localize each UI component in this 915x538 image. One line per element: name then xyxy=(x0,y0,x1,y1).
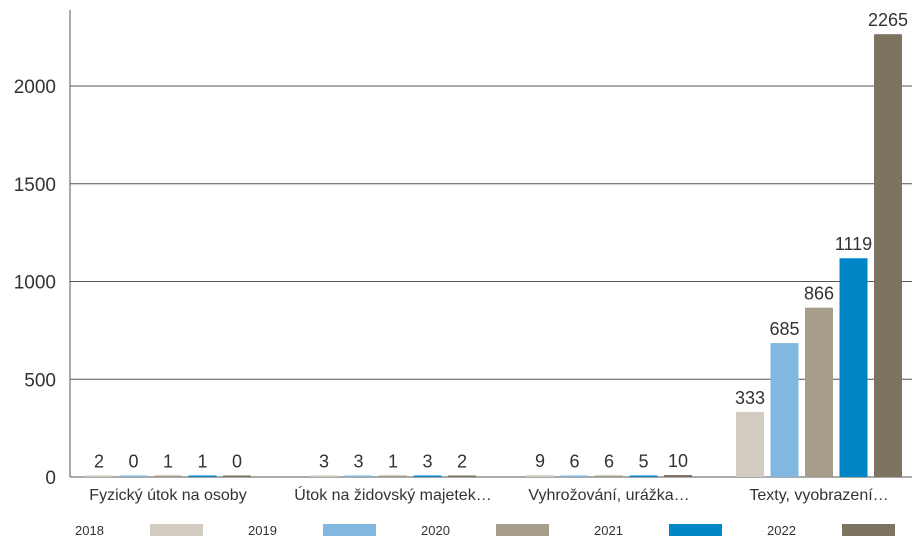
bar-2022-0 xyxy=(223,475,251,477)
legend-swatch xyxy=(150,524,203,536)
data-label: 3 xyxy=(353,452,363,472)
data-label: 9 xyxy=(535,451,545,471)
bar-2021-1 xyxy=(413,475,442,477)
data-labels: 2 3 9 333 0 3 6 685 1 1 6 866 1 3 5 1119 0 2 10 2265 xyxy=(94,10,908,471)
data-label: 6 xyxy=(569,452,579,472)
bar-2020-0 xyxy=(154,475,182,477)
bar-2021-3 xyxy=(839,258,868,477)
bar-2022-1 xyxy=(448,475,476,477)
data-label: 2265 xyxy=(868,10,908,30)
data-label: 1 xyxy=(197,452,207,472)
legend-label: 2021 xyxy=(594,523,623,538)
bar-2020-1 xyxy=(379,475,407,477)
legend-label: 2018 xyxy=(75,523,104,538)
legend-swatch xyxy=(496,524,549,536)
bar-2020-3 xyxy=(805,307,833,477)
data-label: 3 xyxy=(422,452,432,472)
data-label: 685 xyxy=(769,319,799,339)
legend: 2018 2019 2020 2021 2022 xyxy=(75,523,895,538)
legend-swatch xyxy=(323,524,376,536)
y-axis: 0 500 1000 1500 2000 xyxy=(14,77,56,489)
legend-swatch xyxy=(842,524,895,536)
legend-label: 2020 xyxy=(421,523,450,538)
data-label: 866 xyxy=(804,284,834,304)
data-label: 0 xyxy=(232,452,242,472)
bar-2018-0 xyxy=(85,475,113,477)
data-label: 5 xyxy=(638,452,648,472)
y-tick-label: 1500 xyxy=(14,175,56,196)
bar-2020-2 xyxy=(595,475,623,477)
category-label: Útok na židovský majetek… xyxy=(294,485,491,504)
data-label: 3 xyxy=(319,452,329,472)
legend-label: 2019 xyxy=(248,523,277,538)
category-label: Texty, vyobrazení… xyxy=(749,487,888,504)
bar-2018-2 xyxy=(526,475,554,477)
bar-2021-2 xyxy=(629,475,658,477)
bar-2022-3 xyxy=(874,34,902,477)
bar-2019-0 xyxy=(119,475,148,477)
y-tick-label: 1000 xyxy=(14,273,56,294)
legend-label: 2022 xyxy=(767,523,796,538)
bar-2021-0 xyxy=(188,475,217,477)
bar-2018-1 xyxy=(310,475,338,477)
data-label: 1119 xyxy=(835,234,872,254)
category-label: Vyhrožování, urážka… xyxy=(528,487,689,504)
data-label: 0 xyxy=(128,452,138,472)
data-label: 6 xyxy=(604,452,614,472)
bar-2018-3 xyxy=(736,411,764,477)
category-label: Fyzický útok na osoby xyxy=(89,487,246,504)
data-label: 333 xyxy=(735,388,765,408)
y-tick-label: 0 xyxy=(45,468,56,489)
data-label: 2 xyxy=(94,452,104,472)
data-label: 2 xyxy=(457,452,467,472)
y-tick-label: 2000 xyxy=(14,77,56,98)
x-axis-categories: Fyzický útok na osoby Útok na židovský ma… xyxy=(89,485,888,504)
data-label: 1 xyxy=(163,452,173,472)
bar-2022-2 xyxy=(664,475,692,477)
bars xyxy=(85,34,902,477)
data-label: 10 xyxy=(668,451,688,471)
bar-2019-1 xyxy=(344,475,373,477)
bar-2019-2 xyxy=(560,475,589,477)
data-label: 1 xyxy=(388,452,398,472)
legend-swatch xyxy=(669,524,722,536)
y-tick-label: 500 xyxy=(24,370,56,391)
bar-2019-3 xyxy=(770,343,799,477)
